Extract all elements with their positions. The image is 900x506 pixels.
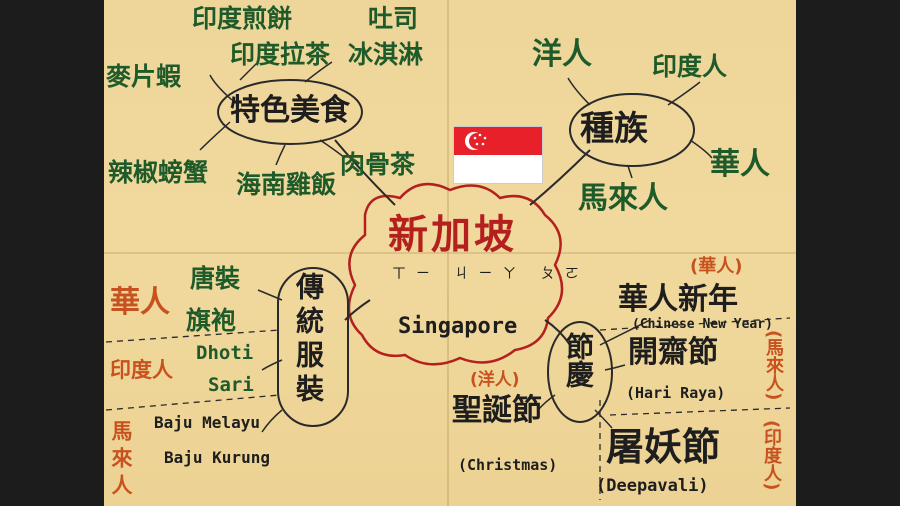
food-branch-label: 特色美食	[230, 93, 350, 128]
food-item-roti-prata: 印度煎餅	[192, 4, 293, 33]
festival-oval	[547, 321, 613, 423]
festival-hari-raya: 開齋節	[628, 335, 718, 370]
food-item-cereal-prawn: 麥片蝦	[106, 62, 182, 91]
festival-deepavali: 屠妖節	[606, 425, 721, 469]
food-item-toast: 吐司	[368, 4, 419, 33]
clothing-item-dhoti: Dhoti	[196, 342, 254, 364]
food-item-chicken-rice: 海南雞飯	[236, 170, 337, 199]
food-item-teh-tarik: 印度拉茶	[230, 40, 331, 69]
paper-fold-vertical	[447, 0, 449, 506]
singapore-flag-icon	[453, 126, 543, 184]
ethnic-item-malays: 馬來人	[578, 181, 668, 216]
clothing-group-malay: 馬來人	[109, 420, 133, 501]
center-title: 新加坡	[388, 212, 517, 258]
festival-group-malay: (馬來人)	[763, 330, 784, 401]
food-item-ice-cream: 冰淇淋	[348, 40, 424, 69]
clothing-group-chinese: 華人	[110, 285, 170, 320]
festival-group-westerners: (洋人)	[470, 370, 520, 390]
clothing-oval	[277, 267, 349, 427]
poster-paper	[104, 0, 796, 506]
food-oval	[217, 79, 363, 145]
ethnic-branch-label: 種族	[580, 109, 648, 149]
festival-christmas-english: (Christmas)	[458, 456, 558, 474]
festival-hari-raya-english: (Hari Raya)	[626, 384, 726, 402]
clothing-item-sari: Sari	[208, 374, 254, 396]
festival-chinese-new-year: 華人新年	[618, 282, 738, 317]
food-item-chilli-crab: 辣椒螃蟹	[108, 158, 209, 187]
festival-christmas: 聖誕節	[452, 393, 542, 428]
festival-chinese-new-year-english: (Chinese New Year)	[632, 317, 773, 332]
ethnic-item-indians: 印度人	[652, 52, 728, 81]
clothing-item-baju-kurung: Baju Kurung	[164, 448, 270, 467]
ethnic-item-westerners: 洋人	[532, 37, 592, 72]
clothing-item-qipao: 旗袍	[186, 306, 237, 335]
clothing-item-tang-suit: 唐裝	[190, 264, 241, 293]
festival-group-indian: (印度人)	[761, 420, 782, 491]
festival-deepavali-english: (Deepavali)	[596, 476, 709, 496]
clothing-item-baju-melayu: Baju Melayu	[154, 413, 260, 432]
center-zhuyin: ㄒㄧ ㄐㄧㄚ ㄆㄛ	[392, 266, 589, 282]
ethnic-oval	[569, 93, 695, 167]
festival-branch-label: 節慶	[562, 332, 595, 388]
food-item-bak-kut-teh: 肉骨茶	[340, 150, 416, 179]
center-cloud	[347, 182, 564, 366]
center-english: Singapore	[398, 314, 518, 339]
clothing-branch-label: 傳統服裝	[292, 272, 325, 408]
festival-group-chinese: (華人)	[690, 256, 743, 277]
ethnic-item-chinese: 華人	[710, 147, 770, 182]
clothing-group-indian: 印度人	[110, 358, 173, 382]
paper-fold-horizontal	[104, 252, 796, 254]
